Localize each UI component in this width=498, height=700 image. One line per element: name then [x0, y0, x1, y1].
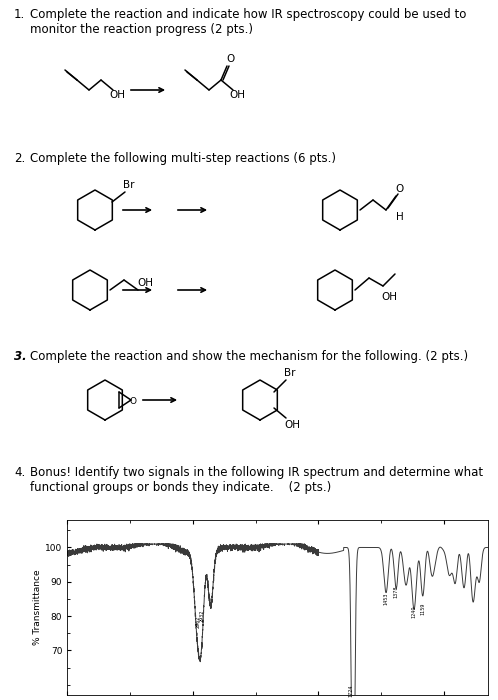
Text: 1.: 1. [14, 8, 25, 21]
Text: Bonus! Identify two signals in the following IR spectrum and determine what
func: Bonus! Identify two signals in the follo… [30, 466, 483, 494]
Text: OH: OH [229, 90, 245, 100]
Text: Complete the reaction and indicate how IR spectroscopy could be used to
monitor : Complete the reaction and indicate how I… [30, 8, 466, 36]
Text: Br: Br [123, 180, 134, 190]
Text: Complete the reaction and show the mechanism for the following. (2 pts.): Complete the reaction and show the mecha… [30, 350, 468, 363]
Text: 1159: 1159 [420, 603, 425, 615]
Text: 2962: 2962 [195, 616, 200, 629]
Text: OH: OH [109, 90, 125, 100]
Y-axis label: % Transmittance: % Transmittance [33, 570, 42, 645]
Text: 1378: 1378 [394, 585, 399, 598]
Text: 3.: 3. [14, 350, 26, 363]
Text: Complete the following multi-step reactions (6 pts.): Complete the following multi-step reacti… [30, 152, 336, 165]
Text: 1724: 1724 [348, 685, 353, 697]
Text: O: O [226, 54, 234, 64]
Text: OH: OH [137, 278, 153, 288]
Text: O: O [129, 396, 136, 405]
Text: 4.: 4. [14, 466, 25, 479]
Text: O: O [395, 184, 403, 194]
Text: Br: Br [284, 368, 295, 378]
Text: 2932: 2932 [199, 609, 204, 622]
Text: 1240: 1240 [411, 606, 416, 618]
Text: OH: OH [284, 420, 300, 430]
Text: 1453: 1453 [384, 592, 389, 605]
Text: OH: OH [381, 292, 397, 302]
Text: H: H [396, 212, 404, 222]
Text: 2.: 2. [14, 152, 25, 165]
